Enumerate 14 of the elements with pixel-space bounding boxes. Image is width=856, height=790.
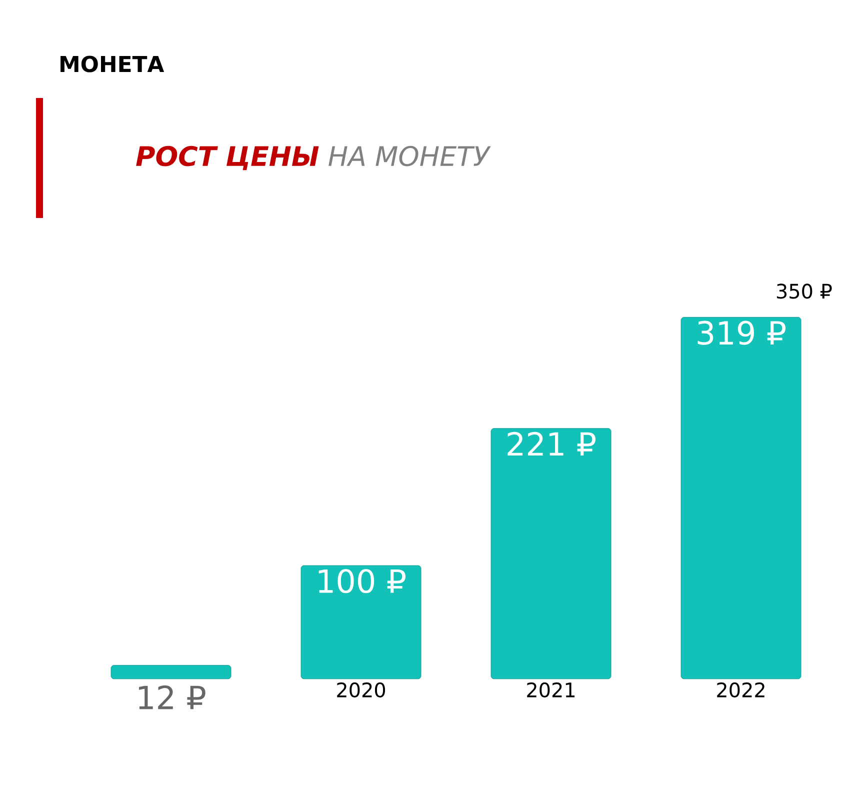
- x-tick-label: 2021: [527, 682, 575, 698]
- bar: [680, 317, 802, 680]
- chart-subtitle: МОНЕТА: [60, 56, 164, 72]
- data-label: 100 ₽: [318, 569, 406, 594]
- data-label: 319 ₽: [698, 320, 786, 345]
- bar: [110, 665, 232, 680]
- data-label: 12 ₽: [139, 685, 206, 710]
- chart-title: РОСТ ЦЕНЫ НА МОНЕТУ: [136, 146, 491, 170]
- text: 350 ₽: [776, 284, 832, 299]
- data-label: 221 ₽: [508, 432, 596, 456]
- bar: [490, 428, 612, 680]
- x-tick-label: 2020: [337, 682, 386, 698]
- x-tick-label: 2022: [717, 682, 764, 698]
- bar: [300, 565, 422, 680]
